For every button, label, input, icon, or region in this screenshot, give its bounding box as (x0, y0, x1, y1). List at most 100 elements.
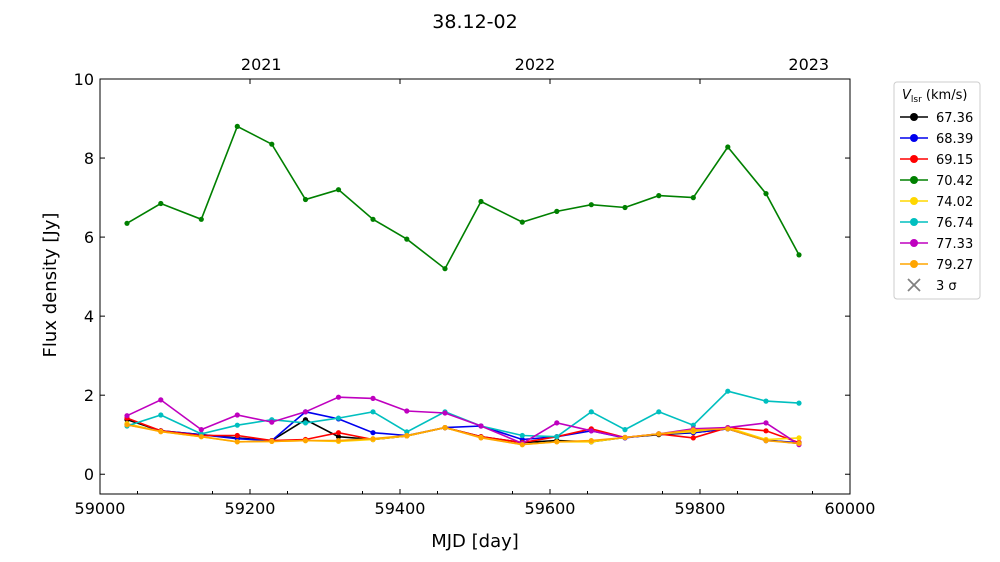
data-point (554, 208, 560, 214)
legend-label: 70.42 (936, 174, 973, 189)
data-point (478, 198, 484, 205)
data-point (442, 425, 448, 431)
data-point (725, 388, 731, 394)
data-point (302, 409, 309, 415)
legend-marker (910, 260, 918, 268)
legend-label-sigma: 3 σ (936, 279, 957, 294)
chart-title: 38.12-02 (432, 11, 517, 33)
data-point (519, 219, 525, 225)
data-point (478, 435, 484, 441)
data-point (370, 395, 376, 401)
data-point (690, 195, 696, 201)
top-year-label: 2022 (515, 55, 556, 74)
series-line (126, 125, 800, 270)
data-point (796, 435, 802, 441)
data-point (763, 428, 769, 434)
data-point (554, 439, 560, 445)
legend-marker (910, 239, 918, 247)
legend-title: Vlsr (km/s) (902, 88, 967, 105)
data-point (234, 412, 240, 418)
data-point (302, 438, 309, 444)
data-point (124, 422, 130, 428)
data-point (554, 434, 560, 440)
legend-marker (910, 113, 918, 121)
data-point (370, 216, 376, 222)
sigma-cross-icon (907, 278, 921, 292)
data-point (269, 141, 275, 147)
legend-marker (910, 197, 918, 205)
data-point (404, 429, 410, 435)
data-point (335, 430, 342, 436)
data-point (763, 438, 769, 444)
data-point (302, 420, 309, 426)
series-line (126, 410, 800, 444)
data-point (588, 202, 594, 208)
legend-marker (910, 134, 918, 142)
y-tick-label: 10 (74, 70, 94, 89)
top-year-label: 2021 (241, 55, 282, 74)
data-point (690, 435, 696, 441)
data-point (234, 439, 240, 445)
data-point (335, 434, 342, 440)
data-point (404, 236, 410, 242)
data-point (442, 410, 448, 416)
y-tick-label: 8 (84, 149, 94, 168)
data-point (404, 432, 410, 439)
data-point (763, 420, 769, 426)
data-point (234, 422, 240, 428)
data-point (335, 438, 342, 444)
data-point (404, 408, 410, 414)
series-77.33 (124, 394, 802, 448)
data-point (335, 394, 342, 400)
data-point (158, 200, 164, 207)
y-tick-label: 6 (84, 228, 94, 247)
axes-layer: 59000 59200 59400 59600 59800 60000 0 2 4 6 8 10 202… (74, 55, 876, 518)
legend-label: 74.02 (936, 195, 973, 210)
data-point (442, 266, 448, 272)
data-point (725, 426, 731, 432)
legend-marker (910, 155, 918, 163)
x-axis-title: MJD [day] (431, 531, 519, 552)
data-point (370, 409, 376, 415)
data-point (478, 423, 484, 429)
series-line (126, 424, 800, 446)
top-year-label: 2023 (788, 55, 829, 74)
data-point (198, 427, 204, 433)
y-axis-title: Flux density [Jy] (40, 213, 61, 358)
data-point (158, 412, 164, 418)
data-point (690, 422, 696, 428)
data-point (588, 438, 594, 444)
series-74.02 (124, 421, 802, 448)
data-point (656, 193, 662, 199)
x-tick-label: 59600 (525, 499, 576, 518)
data-point (519, 432, 525, 439)
data-point (656, 409, 662, 415)
data-point (234, 432, 240, 439)
data-point (796, 400, 802, 406)
legend-label: 67.36 (936, 111, 973, 126)
x-tick-label: 59000 (75, 499, 126, 518)
legend-marker (910, 176, 918, 184)
data-point (370, 436, 376, 442)
legend: Vlsr (km/s) 67.36 68.39 69.15 70.42 74.02 76.7… (893, 81, 981, 300)
data-point (796, 252, 802, 258)
data-point (124, 413, 130, 419)
legend-label: 68.39 (936, 132, 973, 147)
data-point (656, 431, 662, 437)
y-tick-label: 2 (84, 386, 94, 405)
data-point (622, 427, 628, 433)
data-point (158, 397, 164, 403)
data-point (796, 440, 802, 446)
data-point (198, 434, 204, 440)
x-tick-label: 59400 (375, 499, 426, 518)
data-point (124, 220, 130, 226)
x-tick-label: 59200 (225, 499, 276, 518)
data-point (622, 204, 628, 211)
x-tick-label: 59800 (675, 499, 726, 518)
data-point (588, 428, 594, 434)
data-point (690, 427, 696, 433)
data-point (158, 429, 164, 435)
y-tick-label: 0 (84, 465, 94, 484)
data-point (622, 434, 628, 441)
